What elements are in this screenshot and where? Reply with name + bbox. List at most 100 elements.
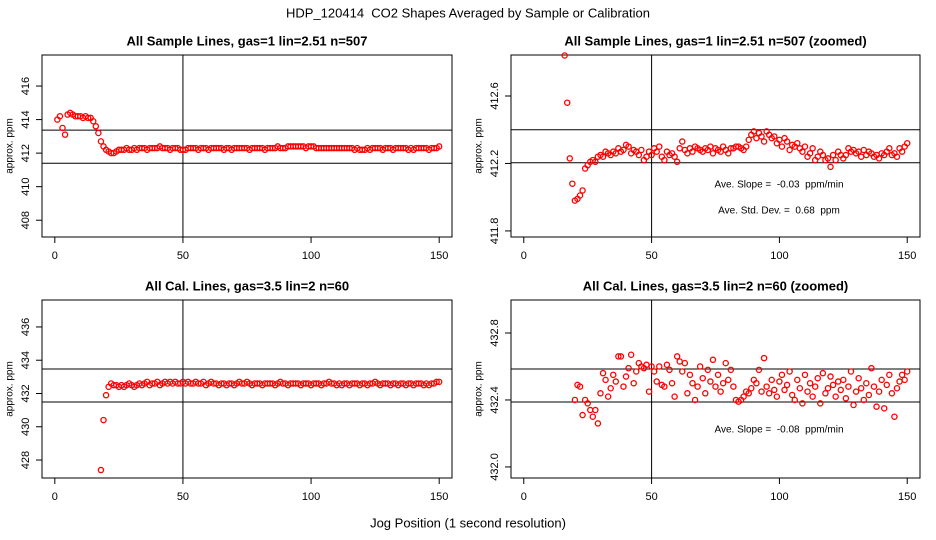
data-point [433,378,440,386]
data-point [97,138,105,145]
x-tick-label: 50 [177,250,189,262]
y-axis-label: approx. ppm [474,118,485,174]
data-point [758,388,765,395]
data-point [681,359,689,367]
data-point [602,376,609,384]
y-tick-label: 412.2 [489,150,501,178]
y-tick-label: 430 [20,418,32,436]
data-point [663,361,671,369]
data-point [771,133,778,140]
panel-title: All Cal. Lines, gas=3.5 lin=2 n=60 [145,278,349,293]
data-point [586,406,594,414]
x-tick-label: 0 [52,491,58,503]
data-point [804,388,811,395]
y-tick-label: 436 [20,318,32,336]
y-tick-label: 412 [20,144,32,162]
data-point [786,146,793,154]
data-point [569,180,576,187]
data-point [625,364,632,372]
data-point [709,150,717,157]
data-point [829,151,837,159]
data-point [806,379,814,387]
data-point [673,353,681,360]
data-point [714,371,722,379]
data-point [827,163,834,171]
data-point [868,364,875,372]
data-point [633,368,640,375]
x-tick-label: 100 [770,250,788,262]
data-point [709,356,717,364]
x-tick-label: 0 [521,250,527,262]
data-point [599,369,607,377]
data-point [689,379,696,387]
data-point [679,368,686,375]
plot-box [510,54,921,238]
data-point [615,353,622,360]
x-tick-label: 150 [898,250,916,262]
y-axis-label: approx. ppm [5,361,16,417]
data-point [870,383,878,390]
data-point [768,376,775,384]
panel-title: All Sample Lines, gas=1 lin=2.51 n=507 (… [564,33,866,48]
data-point [834,378,842,385]
data-point [817,400,824,407]
y-tick-label: 432 [20,384,32,402]
data-point [638,146,645,154]
data-point [620,383,627,390]
data-point [760,138,768,145]
data-point [699,374,706,382]
data-point [617,353,625,360]
data-point [607,384,614,392]
x-tick-label: 0 [521,491,527,503]
data-point [653,378,660,385]
y-tick-label: 432.0 [489,453,501,481]
data-point [829,381,837,389]
y-tick-label: 412.6 [489,82,501,110]
data-point [579,411,586,419]
data-point [61,131,69,138]
x-tick-label: 150 [430,491,448,503]
data-point [771,386,778,394]
data-point [893,153,901,160]
data-point [563,99,571,106]
data-point [102,391,110,399]
data-point [778,143,786,150]
data-point [650,368,658,375]
y-tick-label: 432.4 [489,386,501,414]
data-point [886,145,893,152]
data-point [648,363,655,370]
y-tick-label: 416 [20,77,32,95]
data-point [778,371,786,379]
data-point [745,390,752,397]
data-point [691,396,699,404]
data-point [898,371,906,379]
data-point [656,143,663,150]
data-point [717,388,724,395]
panel-title: All Sample Lines, gas=1 lin=2.51 n=507 [127,33,368,48]
data-point [799,148,806,155]
data-point [661,156,668,164]
data-point [712,383,719,390]
data-point [781,386,788,394]
data-point [704,366,712,374]
data-point [584,400,591,407]
data-point [776,378,783,385]
data-point [783,381,791,389]
data-point [857,384,865,392]
data-point [435,143,443,150]
data-point [880,405,888,412]
data-point [819,151,827,159]
data-point [837,386,845,394]
data-point [612,378,620,385]
x-tick-label: 150 [898,491,916,503]
data-point [740,393,747,400]
data-point [84,114,92,122]
data-point [635,151,643,159]
x-tick-label: 50 [645,491,657,503]
data-point [686,371,694,379]
data-point [788,391,796,399]
data-point [694,383,701,390]
data-point [620,146,627,154]
plot-box [41,54,453,238]
